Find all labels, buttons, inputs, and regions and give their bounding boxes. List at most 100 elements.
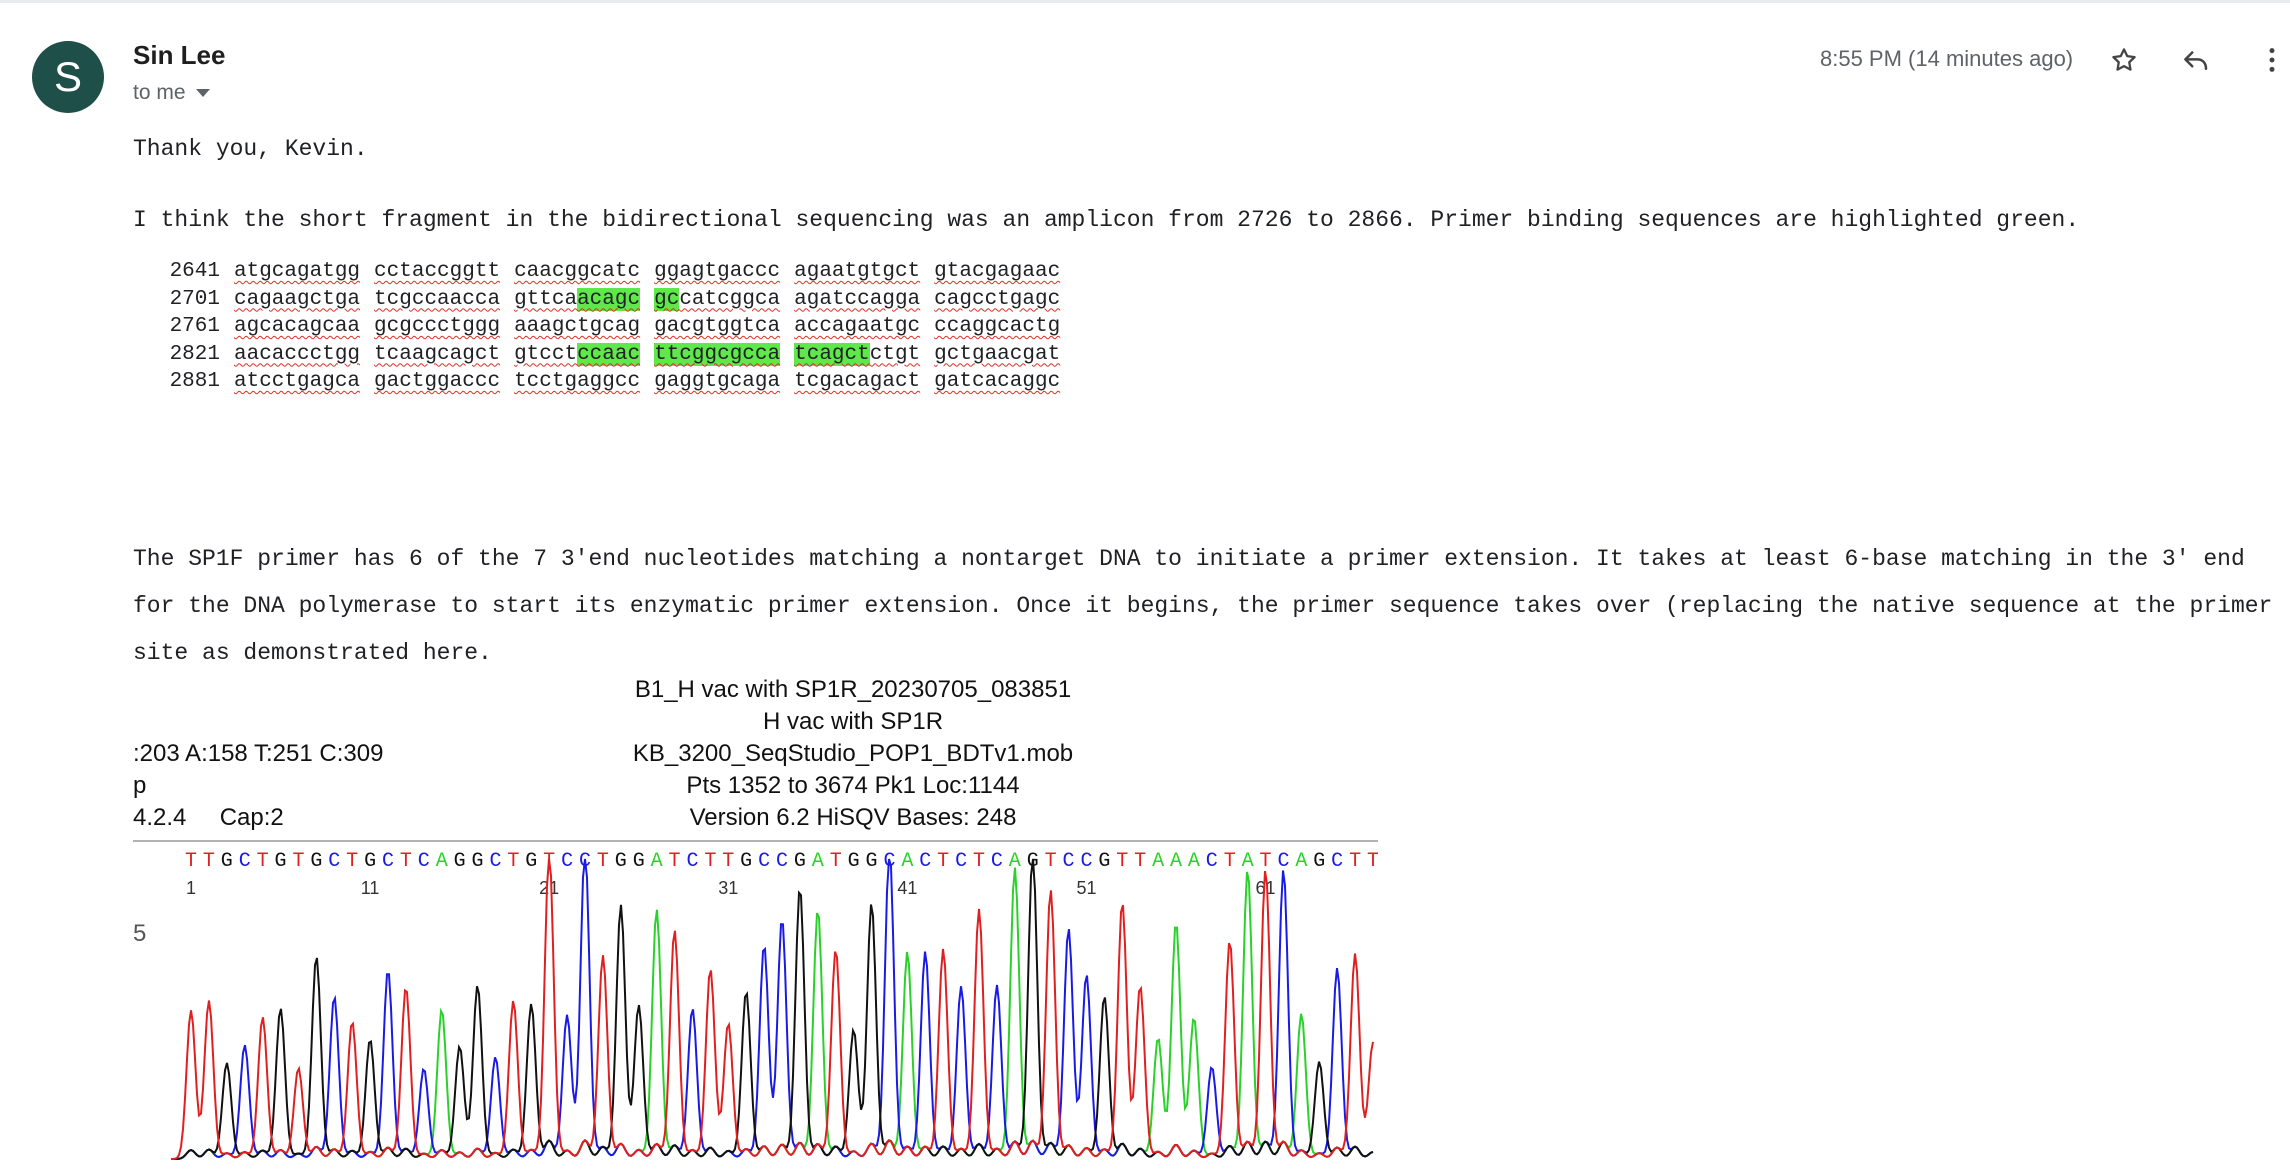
sequence-chunk: cagaagctga (234, 286, 360, 314)
paragraph-amplicon: I think the short fragment in the bidire… (133, 207, 2080, 233)
sequence-text: tcgccaacca (374, 287, 501, 311)
email-timestamp: 8:55 PM (14 minutes ago) (1820, 46, 2074, 71)
sequence-chunk: atgcagatgg (234, 258, 360, 286)
sequence-text: ccaggcactg (934, 315, 1061, 338)
sequence-chunk: atcctgagca (234, 368, 360, 396)
base-call: T (1349, 850, 1361, 873)
sequence-chunk: cagcctgagc (934, 286, 1060, 314)
sequence-text: gcgccctggg (374, 315, 501, 338)
base-call: T (973, 850, 985, 873)
chromatogram-mobility-file: KB_3200_SeqStudio_POP1_BDTv1.mob (632, 740, 1074, 767)
sequence-chunk: caacggcatc (514, 258, 640, 286)
base-call: G (275, 850, 287, 873)
sequence-chunk: tcgccaacca (374, 286, 500, 314)
sender-name[interactable]: Sin Lee (133, 40, 226, 70)
trace-T (171, 858, 1374, 1160)
sequence-text: gaggtgcaga (654, 370, 781, 393)
sequence-chunk: gactggaccc (374, 368, 500, 396)
sequence-text: agatccagga (794, 287, 921, 311)
sequence-chunk: tcagctctgt (794, 341, 920, 369)
more-options-button[interactable] (2254, 42, 2290, 78)
sequence-row: 2761 agcacagcaa gcgccctggg aaagctgcag gacgtg… (152, 313, 1074, 341)
base-call: G (472, 850, 484, 873)
base-call: C (418, 850, 430, 873)
reply-button[interactable] (2178, 42, 2214, 78)
top-divider (0, 0, 2290, 3)
chromatogram-left-label: p (133, 772, 147, 799)
sequence-text: aacaccctgg (234, 342, 361, 366)
base-call: A (1188, 850, 1200, 873)
sequence-row: 2881 atcctgagca gactggaccc tcctgaggcc gaggtg… (152, 368, 1074, 396)
base-call: T (507, 850, 519, 873)
base-call: A (1009, 850, 1021, 873)
sequence-chunk: accagaatgc (794, 313, 920, 341)
sequence-text: agcacagcaa (234, 315, 361, 338)
trace-G (171, 858, 1374, 1160)
base-call: A (436, 850, 448, 873)
base-call: T (722, 850, 734, 873)
sequence-text: atcctgagca (234, 370, 361, 393)
avatar-initial: S (53, 53, 82, 100)
base-call: C (758, 850, 770, 873)
sequence-chunk: gacgtggtca (654, 313, 780, 341)
base-call: T (937, 850, 949, 873)
sequence-block: 2641 atgcagatgg cctaccggtt caacggcatc ggagtg… (152, 258, 1074, 396)
recipient-label: to me (133, 81, 186, 104)
sequence-chunk: ccaggcactg (934, 313, 1060, 341)
primer-highlight: gc (654, 287, 680, 311)
base-call: G (1313, 850, 1325, 873)
sequence-chunk: agaatgtgct (794, 258, 920, 286)
base-call: C (686, 850, 698, 873)
base-call: C (1277, 850, 1289, 873)
sequence-row: 2641 atgcagatgg cctaccggtt caacggcatc ggagtg… (152, 258, 1074, 286)
sequence-text: catcggca (679, 287, 781, 311)
chromatogram-version: Version 6.2 HiSQV Bases: 248 (689, 804, 1017, 831)
sequence-chunk: gaggtgcaga (654, 368, 780, 396)
sequence-text: tcgacagact (794, 370, 921, 393)
base-call: G (1098, 850, 1110, 873)
sequence-chunk: aaagctgcag (514, 313, 640, 341)
sequence-text: tcctgaggcc (514, 370, 641, 393)
sequence-text: ctgt (869, 342, 921, 366)
base-call: T (400, 850, 412, 873)
base-call: T (257, 850, 269, 873)
sequence-chunk: cctaccggtt (374, 258, 500, 286)
base-call: C (1206, 850, 1218, 873)
base-call: T (1367, 850, 1378, 873)
sequence-text: gtcct (514, 342, 578, 366)
sequence-chunk: agatccagga (794, 286, 920, 314)
primer-highlight: ttcggcgcca (654, 342, 781, 366)
sequence-position: 2761 (169, 315, 220, 338)
recipient-details-toggle[interactable]: to me (133, 81, 210, 105)
paragraph-primer-extension: The SP1F primer has 6 of the 7 3'end nuc… (133, 546, 2273, 666)
sequence-chunk: ggagtgaccc (654, 258, 780, 286)
star-button[interactable] (2106, 42, 2142, 78)
base-call: G (221, 850, 233, 873)
position-tick: 41 (897, 878, 917, 898)
sequence-position: 2641 (169, 260, 220, 283)
sequence-chunk: gcgccctggg (374, 313, 500, 341)
position-tick: 31 (718, 878, 738, 898)
sequence-chunk: gctgaacgat (934, 341, 1060, 369)
sequence-text: atgcagatgg (234, 260, 361, 283)
sequence-text: gctgaacgat (934, 342, 1061, 366)
sequence-text: agaatgtgct (794, 260, 921, 283)
sender-avatar[interactable]: S (32, 41, 104, 113)
sequence-chunk: gtacgagaac (934, 258, 1060, 286)
sequence-row: 2701 cagaagctga tcgccaacca gttcaacagc gccatc… (152, 286, 1074, 314)
primer-highlight: tcagct (794, 342, 870, 366)
sequence-row: 2821 aacaccctgg tcaagcagct gtcctccaac ttcggc… (152, 341, 1074, 369)
more-vert-icon (2269, 48, 2275, 72)
sequence-text: accagaatgc (794, 315, 921, 338)
base-call: C (561, 850, 573, 873)
base-call: G (454, 850, 466, 873)
base-call: T (1134, 850, 1146, 873)
base-call: T (1260, 850, 1272, 873)
sequence-text: gtacgagaac (934, 260, 1061, 283)
base-call: G (866, 850, 878, 873)
base-call: C (776, 850, 788, 873)
sequence-text: aaagctgcag (514, 315, 641, 338)
chevron-down-icon (195, 89, 210, 97)
base-call: T (1116, 850, 1128, 873)
base-call: A (1242, 850, 1254, 873)
